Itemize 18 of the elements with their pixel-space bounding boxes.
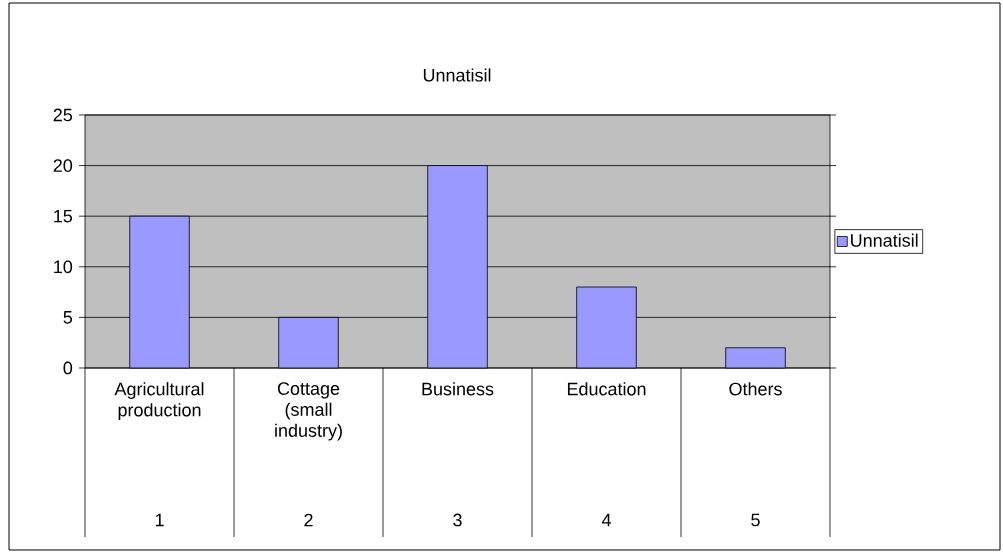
x-tick-label: Cottage (small industry) [275,382,342,441]
x-tick-label: Others [729,382,782,396]
y-tick-label: 25 [53,108,73,122]
text: 3 [453,513,462,527]
legend-label: Unnatisil [851,233,918,247]
y-tick-label: 5 [63,311,73,324]
y-tick-label: 15 [54,209,73,223]
text: 1 [155,513,164,527]
y-tick-label: 10 [54,260,73,274]
text: 5 [751,513,760,527]
y-tick-label: 0 [63,361,73,375]
y-tick-label: 20 [53,159,73,172]
x-tick-label: Agricultural production [114,382,204,420]
chart-title: Unnatisil [423,68,491,82]
x-tick-label: Education [567,382,646,396]
text: 2 [304,513,313,527]
x-tick-label: Business [422,382,494,396]
text: 4 [601,513,611,527]
